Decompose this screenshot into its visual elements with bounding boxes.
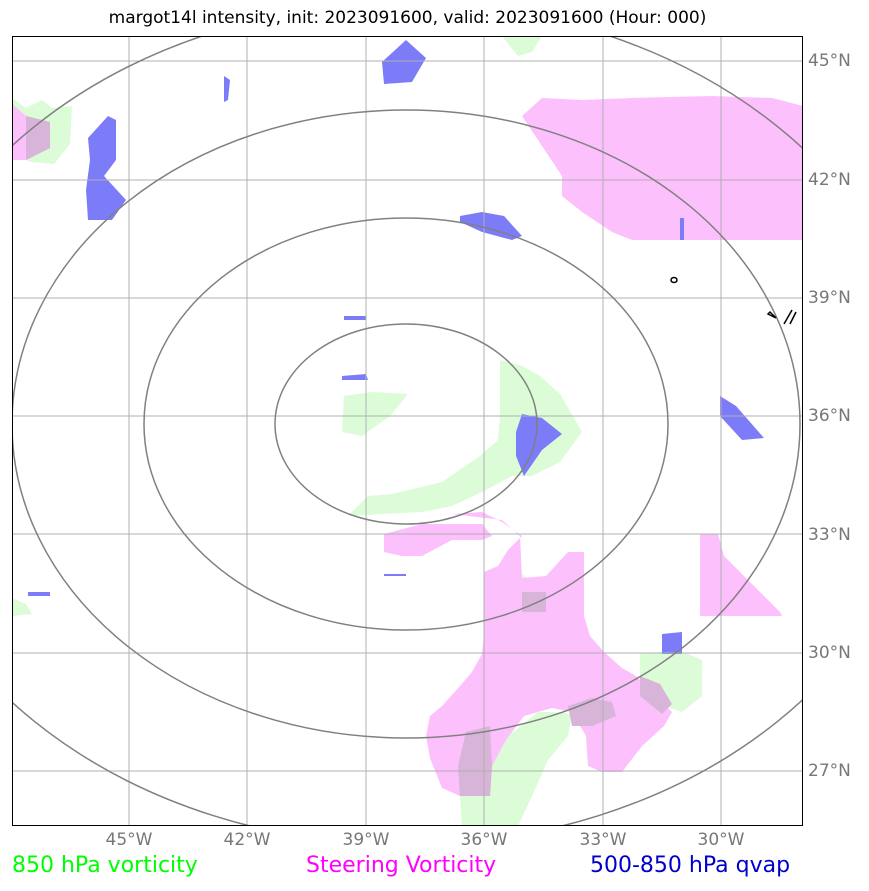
qvap-area [86,116,126,220]
qvap-area [680,218,684,240]
contour-mark [670,276,678,284]
lat-label-39n: 39°N [808,288,851,308]
lat-label-33n: 33°N [808,525,851,545]
range-rings [12,36,803,826]
qvap-area [28,592,50,596]
steering-vort-area [384,524,492,556]
qvap-areas [28,40,764,654]
qvap-area [384,574,406,576]
qvap-area [382,40,426,84]
overlap-area [522,592,546,612]
lat-label-36n: 36°N [808,406,851,426]
qvap-area [720,396,764,440]
lon-label-39w: 39°W [342,830,390,850]
range-ring [274,323,538,525]
chart-title: margot14l intensity, init: 2023091600, v… [108,8,707,28]
lat-label-42n: 42°N [808,170,851,190]
legend-steering-vorticity: Steering Vorticity [306,853,497,878]
lon-label-33w: 33°W [579,830,627,850]
qvap-area [342,374,368,380]
vort850-area [348,360,582,516]
lat-label-45n: 45°N [808,51,851,71]
overlap-area [26,116,50,160]
contour-marks [670,276,797,325]
contour-mark [766,310,777,319]
vort850-area [460,712,572,826]
lat-label-30n: 30°N [808,643,851,663]
qvap-area [344,316,366,320]
steering-vort-area [384,512,672,796]
lat-label-27n: 27°N [808,761,851,781]
graticule [12,36,803,826]
legend-qvap: 500-850 hPa qvap [590,853,791,878]
map-plot-area [12,36,803,826]
lon-label-36w: 36°W [460,830,508,850]
lon-label-30w: 30°W [697,830,745,850]
vort850-area [12,598,32,616]
lon-label-42w: 42°W [223,830,271,850]
contour-mark [783,309,797,325]
qvap-area [224,76,230,102]
qvap-area [662,632,682,654]
overlap-area [640,676,672,714]
legend-850-vorticity: 850 hPa vorticity [12,853,198,878]
vort850-area [502,36,542,56]
vort850-area [342,392,408,436]
lon-label-45w: 45°W [105,830,153,850]
range-ring [143,217,669,631]
range-ring [12,109,801,739]
steering-vort-area [522,96,803,240]
